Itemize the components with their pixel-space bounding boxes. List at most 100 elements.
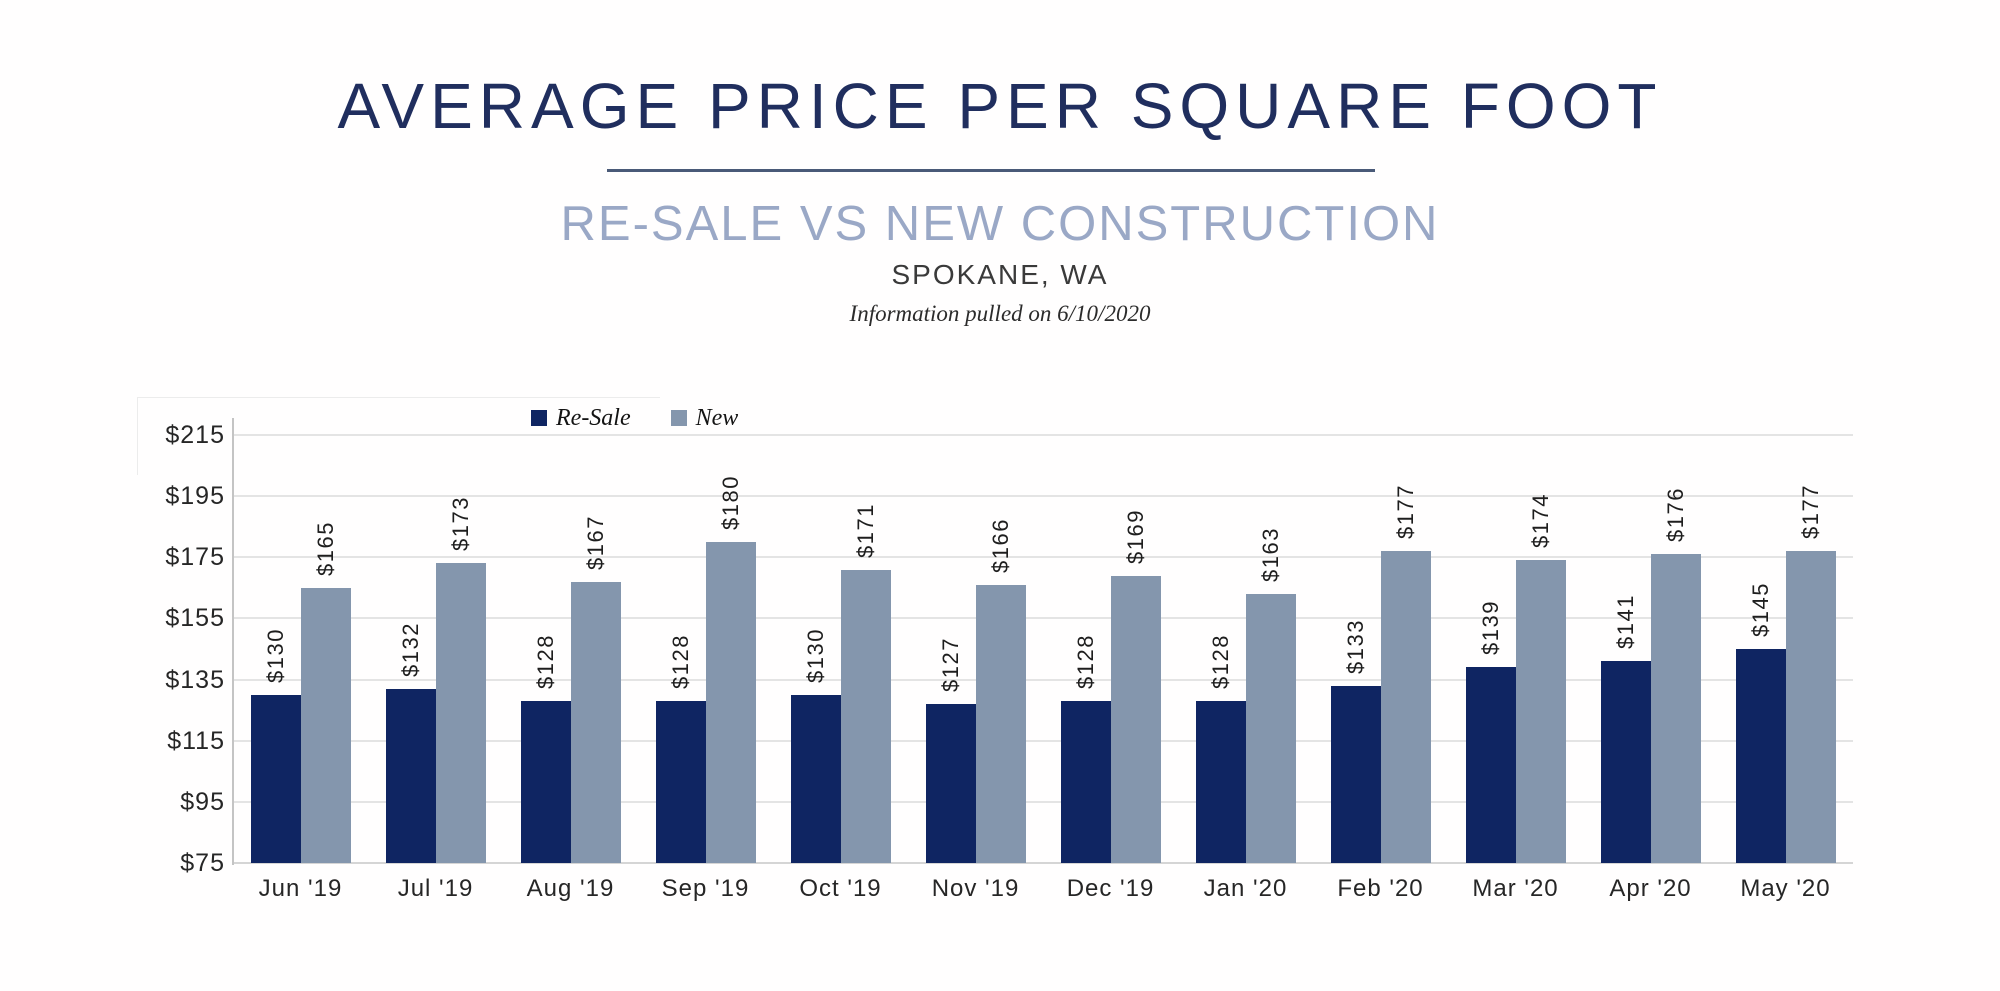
bar-re-sale-jul-19 bbox=[385, 688, 436, 863]
bar-column-re-sale-may-20: $145 bbox=[1735, 435, 1786, 863]
bar-value-label: $145 bbox=[1747, 582, 1773, 637]
bar-re-sale-apr-20 bbox=[1600, 661, 1651, 863]
gridline-115 bbox=[233, 739, 1853, 742]
x-axis-label: Jun '19 bbox=[258, 875, 343, 902]
chart-title: AVERAGE PRICE PER SQUARE FOOT bbox=[337, 70, 1663, 142]
bar-re-sale-oct-19 bbox=[790, 694, 841, 863]
bar-column-new-feb-20: $177 bbox=[1380, 435, 1431, 863]
bar-group-jun-19: $130 $165 bbox=[233, 435, 368, 863]
legend-swatch-new bbox=[670, 410, 687, 426]
bar-group-dec-19: $128 $169 bbox=[1043, 435, 1178, 863]
bar-value-label: $128 bbox=[667, 634, 693, 689]
chart-card-border-top bbox=[137, 397, 660, 398]
bar-value-label: $132 bbox=[397, 621, 423, 677]
y-axis-tick-label: $75 bbox=[180, 849, 225, 877]
chart-card-border-left bbox=[137, 397, 138, 475]
bar-column-new-aug-19: $167 bbox=[570, 435, 621, 863]
y-axis-tick-label: $155 bbox=[165, 604, 225, 633]
bar-re-sale-nov-19 bbox=[925, 704, 976, 863]
bar-re-sale-dec-19 bbox=[1060, 700, 1111, 863]
bar-value-label: $127 bbox=[937, 637, 963, 693]
bar-re-sale-feb-20 bbox=[1330, 685, 1381, 863]
x-axis-label: Nov '19 bbox=[931, 875, 1020, 902]
gridline-215 bbox=[233, 434, 1853, 436]
bar-group-jan-20: $128 $163 bbox=[1178, 435, 1313, 863]
y-axis-tick-label: $215 bbox=[165, 421, 225, 449]
bar-value-label: $128 bbox=[1072, 634, 1098, 689]
bar-new-dec-19 bbox=[1110, 575, 1161, 863]
bar-group-sep-19: $128 $180 bbox=[638, 435, 773, 863]
bar-group-may-20: $145 $177 bbox=[1718, 435, 1853, 863]
bar-re-sale-jan-20 bbox=[1195, 700, 1246, 863]
bar-value-label: $163 bbox=[1257, 527, 1283, 582]
chart-legend: Re-Sale New bbox=[531, 405, 738, 431]
bar-new-jul-19 bbox=[435, 563, 486, 863]
bar-column-re-sale-sep-19: $128 bbox=[655, 435, 706, 863]
bar-new-mar-20 bbox=[1515, 560, 1566, 863]
bar-re-sale-aug-19 bbox=[520, 700, 571, 863]
gridline-195 bbox=[233, 495, 1853, 498]
y-axis-tick-label: $175 bbox=[165, 543, 225, 572]
bar-column-new-mar-20: $174 bbox=[1515, 435, 1566, 863]
x-axis-label: Oct '19 bbox=[799, 875, 882, 902]
gridline-75 bbox=[233, 862, 1853, 864]
bar-column-new-nov-19: $166 bbox=[975, 435, 1026, 863]
bar-column-re-sale-dec-19: $128 bbox=[1060, 435, 1111, 863]
bar-column-new-jul-19: $173 bbox=[435, 435, 486, 863]
bar-value-label: $176 bbox=[1662, 487, 1688, 543]
bar-group-mar-20: $139 $174 bbox=[1448, 435, 1583, 863]
bar-re-sale-may-20 bbox=[1735, 649, 1786, 863]
bar-group-nov-19: $127 $166 bbox=[908, 435, 1043, 863]
legend-swatch-re-sale bbox=[531, 410, 547, 426]
chart-subtitle: RE-SALE VS NEW CONSTRUCTION bbox=[560, 197, 1440, 251]
bar-value-label: $133 bbox=[1342, 618, 1368, 674]
bar-value-label: $173 bbox=[447, 496, 473, 552]
bar-new-jun-19 bbox=[300, 587, 351, 863]
bar-column-new-jun-19: $165 bbox=[300, 435, 351, 863]
y-axis-tick-label: $195 bbox=[165, 482, 225, 511]
x-axis-label: Jan '20 bbox=[1203, 875, 1288, 902]
bar-column-new-sep-19: $180 bbox=[705, 435, 756, 863]
legend-label-new: New bbox=[695, 405, 739, 431]
x-axis-label: Feb '20 bbox=[1337, 875, 1424, 902]
bar-value-label: $180 bbox=[717, 475, 743, 530]
bar-value-label: $171 bbox=[852, 502, 878, 558]
bar-column-new-may-20: $177 bbox=[1785, 435, 1836, 863]
bar-value-label: $177 bbox=[1392, 484, 1418, 540]
x-axis-label: Jul '19 bbox=[397, 875, 474, 902]
x-axis-label: May '20 bbox=[1740, 875, 1831, 902]
bar-re-sale-sep-19 bbox=[655, 700, 706, 863]
y-axis-line bbox=[232, 418, 234, 865]
x-axis-label: Aug '19 bbox=[526, 875, 615, 902]
x-axis-label: Apr '20 bbox=[1609, 875, 1692, 902]
legend-label-re-sale: Re-Sale bbox=[556, 405, 631, 431]
y-axis-tick-label: $95 bbox=[180, 787, 225, 816]
bar-column-new-apr-20: $176 bbox=[1650, 435, 1701, 863]
bar-new-aug-19 bbox=[570, 581, 621, 863]
bar-new-may-20 bbox=[1785, 551, 1836, 863]
y-axis-tick-label: $115 bbox=[167, 726, 225, 755]
bar-column-re-sale-apr-20: $141 bbox=[1600, 435, 1651, 863]
gridline-175 bbox=[233, 556, 1853, 559]
gridline-135 bbox=[233, 678, 1853, 681]
x-axis-label: Sep '19 bbox=[661, 875, 750, 902]
bar-value-label: $128 bbox=[532, 634, 558, 689]
bar-column-re-sale-jul-19: $132 bbox=[385, 435, 436, 863]
bar-new-feb-20 bbox=[1380, 551, 1431, 863]
y-axis-tick-label: $135 bbox=[165, 665, 225, 694]
bar-new-nov-19 bbox=[975, 584, 1026, 863]
x-axis-label: Mar '20 bbox=[1472, 875, 1559, 902]
bar-value-label: $130 bbox=[802, 627, 828, 683]
chart-location: SPOKANE, WA bbox=[891, 259, 1109, 290]
bar-group-apr-20: $141 $176 bbox=[1583, 435, 1718, 863]
bar-value-label: $128 bbox=[1207, 634, 1233, 689]
gridline-95 bbox=[233, 800, 1853, 803]
bar-re-sale-mar-20 bbox=[1465, 667, 1516, 863]
title-divider bbox=[607, 169, 1375, 172]
bar-column-re-sale-aug-19: $128 bbox=[520, 435, 571, 863]
bar-value-label: $174 bbox=[1527, 493, 1553, 549]
bar-value-label: $139 bbox=[1477, 600, 1503, 656]
bar-value-label: $130 bbox=[262, 627, 288, 683]
